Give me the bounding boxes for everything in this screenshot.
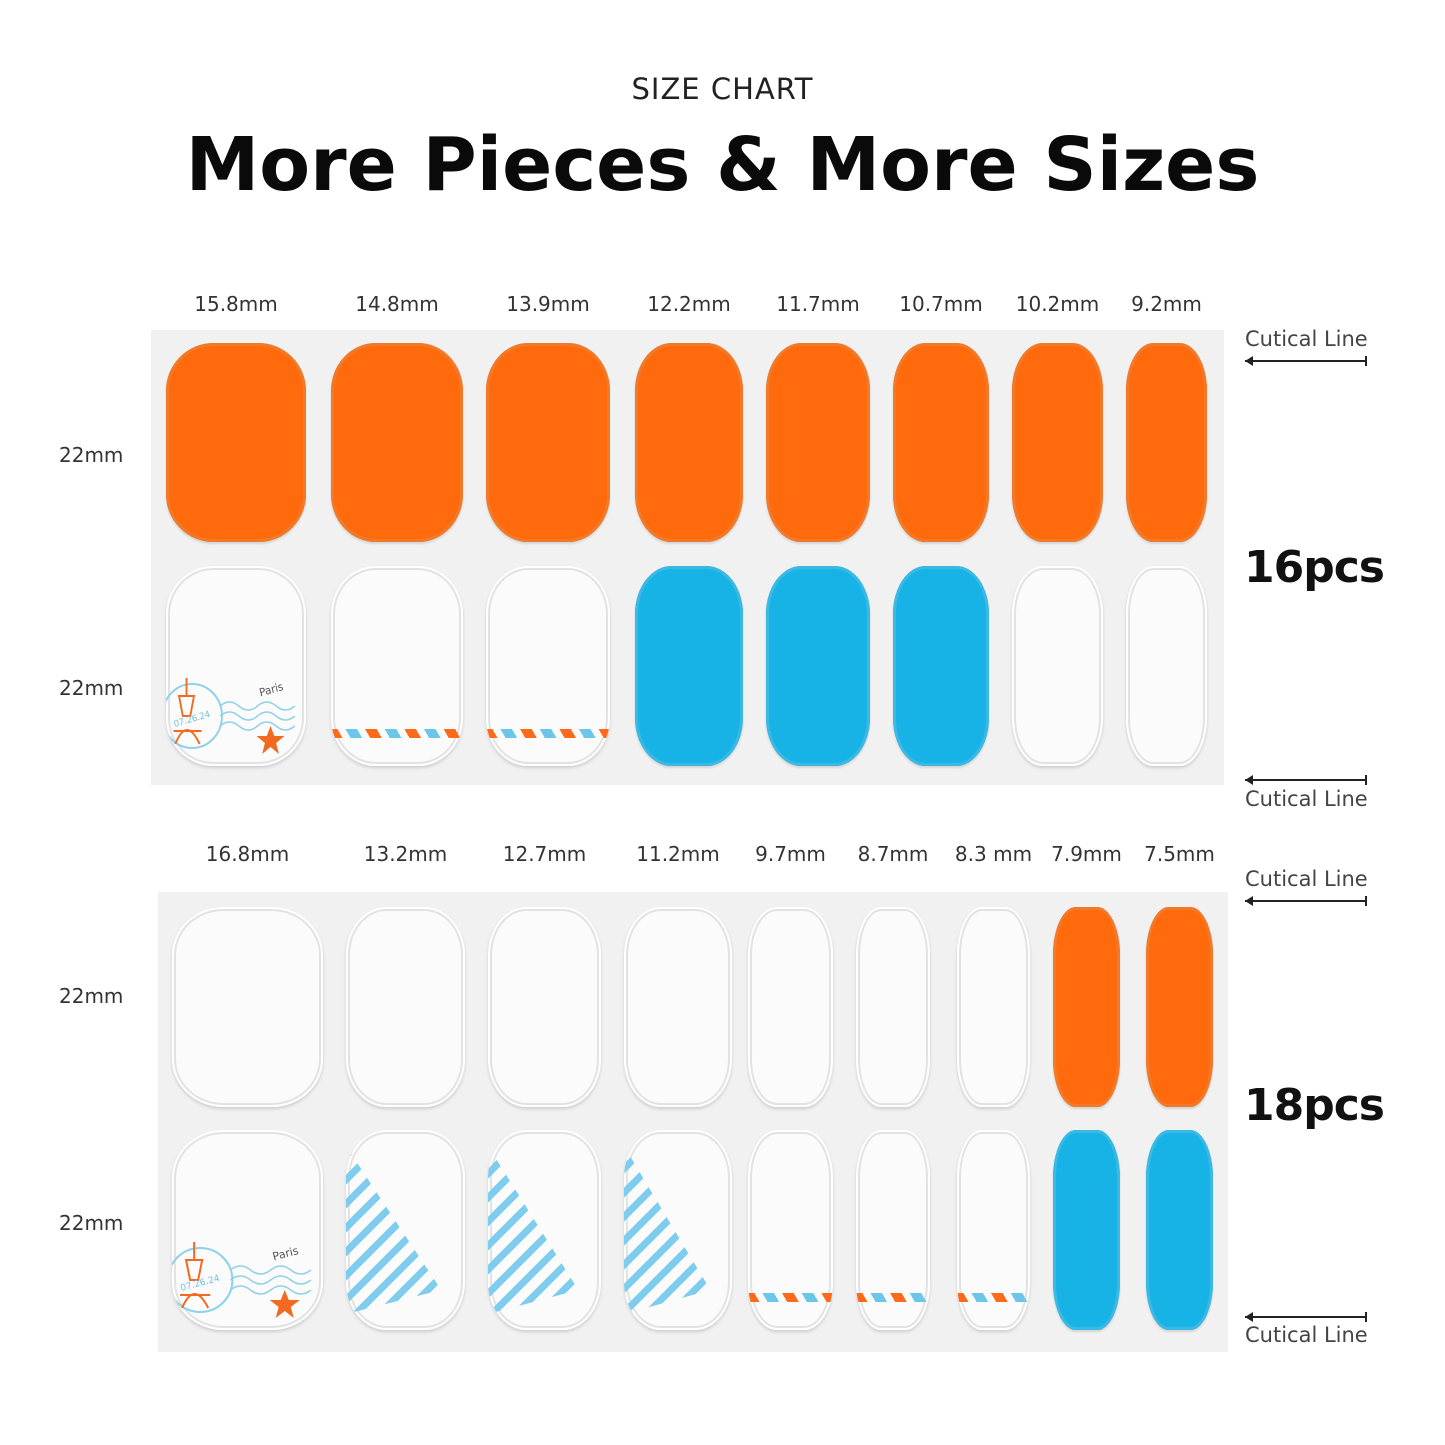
nail-strip-blue bbox=[893, 566, 989, 766]
nail-strip-airmail bbox=[748, 1130, 833, 1330]
nail-strip-white bbox=[957, 907, 1030, 1107]
nail-strip-orange bbox=[1053, 907, 1120, 1107]
nail-width-label: 11.7mm bbox=[776, 292, 860, 316]
nail-width-label: 12.2mm bbox=[647, 292, 731, 316]
nail-strip-white bbox=[748, 907, 833, 1107]
nail-strip-blue bbox=[1053, 1130, 1120, 1330]
cuticle-line-label: Cutical Line bbox=[1245, 1323, 1368, 1347]
paris-stamp-icon: 07.26.24 Paris bbox=[166, 678, 296, 754]
nail-strip-white bbox=[1012, 566, 1103, 766]
nail-width-label: 13.9mm bbox=[506, 292, 590, 316]
airmail-stripe-pattern bbox=[486, 729, 610, 738]
nail-strip-blue bbox=[766, 566, 870, 766]
nail-strip-orange bbox=[635, 343, 743, 542]
nail-width-label: 12.7mm bbox=[502, 842, 587, 866]
diagonal-stripe-pattern bbox=[624, 1146, 711, 1314]
nail-strip-orange bbox=[1146, 907, 1213, 1107]
nail-strip-diagonal-stripes bbox=[624, 1130, 732, 1330]
nail-strip-white bbox=[1126, 566, 1207, 766]
nail-strip-orange bbox=[766, 343, 870, 542]
svg-text:07.26.24: 07.26.24 bbox=[179, 1274, 221, 1294]
nail-width-label: 14.8mm bbox=[355, 292, 439, 316]
cuticle-arrow-icon bbox=[1245, 1312, 1367, 1322]
nail-strip-orange bbox=[331, 343, 463, 542]
nail-width-label: 13.2mm bbox=[363, 842, 448, 866]
nail-width-label: 9.7mm bbox=[755, 842, 826, 866]
cuticle-arrow-icon bbox=[1245, 356, 1367, 366]
nail-strip-blue bbox=[635, 566, 743, 766]
svg-text:Paris: Paris bbox=[271, 1244, 300, 1263]
airmail-stripe-pattern bbox=[331, 729, 463, 738]
cuticle-line-label: Cutical Line bbox=[1245, 327, 1368, 351]
height-label: 22mm bbox=[59, 676, 124, 700]
nail-width-label: 16.8mm bbox=[205, 842, 290, 866]
nail-strip-orange bbox=[1012, 343, 1103, 542]
nail-strip-orange bbox=[166, 343, 306, 542]
height-label: 22mm bbox=[59, 984, 124, 1008]
nail-strip-white bbox=[172, 907, 323, 1107]
nail-width-label: 8.3 mm bbox=[954, 842, 1033, 866]
airmail-stripe-pattern bbox=[957, 1293, 1030, 1302]
nail-strip-stamp: 07.26.24 Paris bbox=[166, 566, 306, 766]
diagonal-stripe-pattern bbox=[488, 1146, 579, 1314]
nail-strip-diagonal-stripes bbox=[346, 1130, 465, 1330]
nail-width-label: 11.2mm bbox=[636, 842, 720, 866]
nail-strip-stamp: 07.26.24 Paris bbox=[172, 1130, 323, 1330]
diagonal-stripe-pattern bbox=[346, 1146, 442, 1314]
nail-strip-orange bbox=[1126, 343, 1207, 542]
airmail-stripe-pattern bbox=[856, 1293, 930, 1302]
piece-count-16: 16pcs bbox=[1244, 542, 1385, 593]
svg-text:07.26.24: 07.26.24 bbox=[173, 710, 212, 730]
nail-width-label: 10.2mm bbox=[1015, 292, 1100, 316]
nail-strip-airmail bbox=[331, 566, 463, 766]
nail-strip-white bbox=[856, 907, 930, 1107]
height-label: 22mm bbox=[59, 1211, 124, 1235]
nail-strip-orange bbox=[486, 343, 610, 542]
nail-strip-white bbox=[624, 907, 732, 1107]
cuticle-arrow-icon bbox=[1245, 896, 1367, 906]
eyebrow-label: SIZE CHART bbox=[631, 72, 814, 106]
nail-strip-white bbox=[488, 907, 601, 1107]
nail-width-label: 15.8mm bbox=[194, 292, 278, 316]
nail-strip-airmail bbox=[957, 1130, 1030, 1330]
nail-width-label: 8.7mm bbox=[857, 842, 929, 866]
page-title: More Pieces & More Sizes bbox=[185, 122, 1260, 208]
nail-width-label: 7.9mm bbox=[1051, 842, 1122, 866]
nail-strip-white bbox=[346, 907, 465, 1107]
nail-width-label: 9.2mm bbox=[1131, 292, 1202, 316]
piece-count-18: 18pcs bbox=[1244, 1080, 1385, 1131]
paris-stamp-icon: 07.26.24 Paris bbox=[172, 1242, 312, 1318]
nail-width-label: 10.7mm bbox=[899, 292, 983, 316]
cuticle-line-label: Cutical Line bbox=[1245, 867, 1368, 891]
nail-strip-diagonal-stripes bbox=[488, 1130, 601, 1330]
svg-text:Paris: Paris bbox=[258, 680, 285, 700]
nail-strip-airmail bbox=[486, 566, 610, 766]
height-label: 22mm bbox=[59, 443, 124, 467]
cuticle-line-label: Cutical Line bbox=[1245, 787, 1368, 811]
cuticle-arrow-icon bbox=[1245, 775, 1367, 785]
nail-width-label: 7.5mm bbox=[1144, 842, 1215, 866]
nail-strip-orange bbox=[893, 343, 989, 542]
nail-strip-blue bbox=[1146, 1130, 1213, 1330]
airmail-stripe-pattern bbox=[748, 1293, 833, 1302]
nail-strip-airmail bbox=[856, 1130, 930, 1330]
